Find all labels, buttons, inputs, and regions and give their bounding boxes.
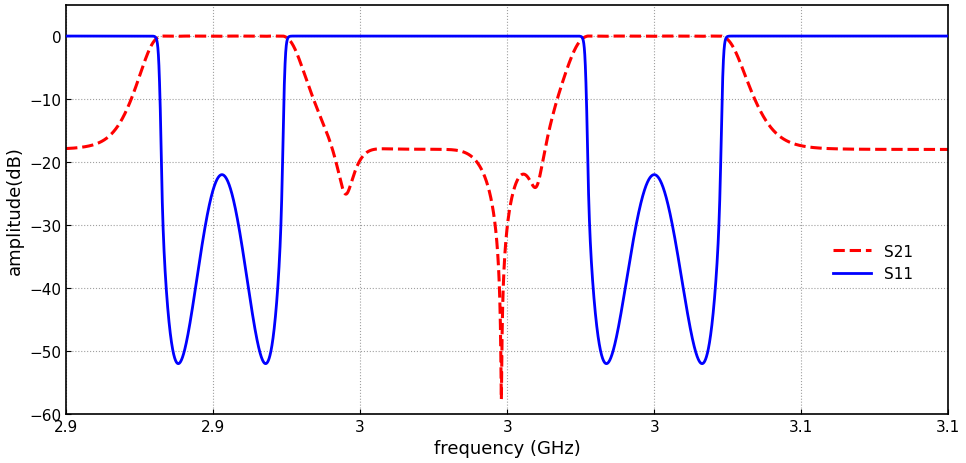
Line: S21: S21: [66, 37, 949, 400]
S21: [60, 146, 71, 152]
S21: [594, 34, 606, 40]
Y-axis label: amplitude(dB): amplitude(dB): [6, 145, 23, 274]
S11: [943, 34, 954, 40]
Legend: S21, S11: S21, S11: [827, 238, 919, 288]
S21: [943, 147, 954, 153]
S11: [477, 34, 489, 40]
S11: [692, 356, 703, 361]
S11: [594, 344, 606, 350]
S21: [156, 34, 167, 40]
S11: [60, 34, 71, 40]
S21: [692, 34, 703, 40]
S21: [627, 34, 639, 40]
S21: [477, 171, 489, 177]
S11: [886, 34, 897, 40]
S11: [280, 46, 292, 52]
S11: [627, 243, 639, 248]
S21: [886, 147, 897, 153]
X-axis label: frequency (GHz): frequency (GHz): [434, 439, 581, 457]
S21: [496, 397, 507, 402]
S21: [280, 35, 292, 41]
S11: [260, 361, 271, 367]
Line: S11: S11: [66, 37, 949, 364]
